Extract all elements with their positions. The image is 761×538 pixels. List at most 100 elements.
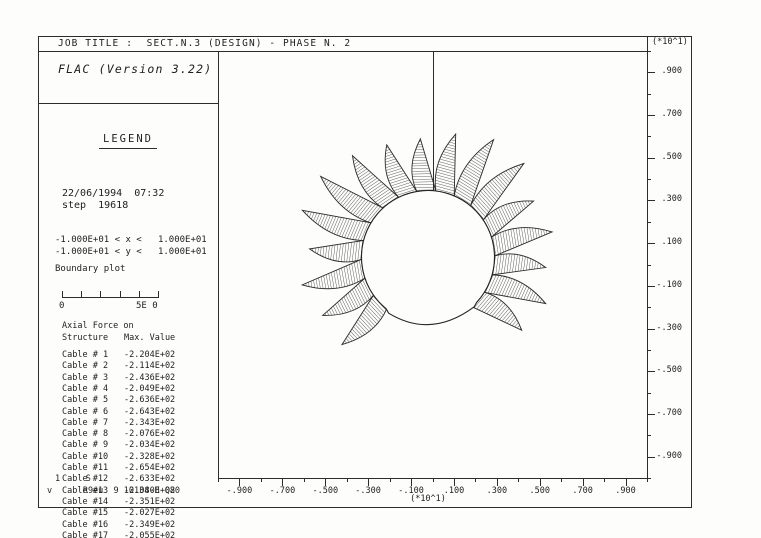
cable-row-label: Cable #14 bbox=[62, 496, 109, 507]
scale-bar-tick bbox=[119, 291, 121, 298]
y-axis-tick bbox=[647, 285, 655, 287]
app-version-title: FLAC (Version 3.22) bbox=[58, 62, 213, 76]
cable-row-value: -2.076E+02 bbox=[124, 429, 176, 440]
scale-bar-left-label: 0 bbox=[59, 301, 65, 311]
y-axis-minor-tick bbox=[647, 51, 651, 52]
x-axis-tick bbox=[454, 478, 455, 486]
x-axis-minor-tick bbox=[432, 478, 434, 482]
x-axis-tick bbox=[582, 478, 584, 486]
table-col-structure: Structure bbox=[62, 333, 109, 343]
cable-row-label: Cable # 3 bbox=[62, 372, 109, 383]
x-axis-tick-label: -.500 bbox=[312, 486, 339, 496]
cable-row-label: Cable # 9 bbox=[62, 440, 109, 451]
cable-row-label: Cable # 8 bbox=[62, 429, 109, 440]
scale-bar-tick bbox=[100, 291, 102, 298]
job-title-spacer bbox=[133, 38, 147, 49]
cable-row-value: -2.343E+02 bbox=[124, 417, 176, 428]
cable-row-value: -2.055E+02 bbox=[124, 530, 176, 538]
cable-row-value: -2.328E+02 bbox=[124, 451, 176, 462]
y-axis-minor-tick bbox=[647, 221, 651, 223]
cable-row-label: Cable #11 bbox=[62, 463, 109, 473]
y-axis-minor-tick bbox=[647, 478, 651, 479]
y-axis-tick-label: -.100 bbox=[656, 279, 682, 290]
x-axis-tick-label: -.300 bbox=[355, 486, 381, 496]
x-axis-tick bbox=[496, 478, 498, 486]
x-axis-tick-label: .500 bbox=[529, 486, 551, 496]
plot-right-edge-line bbox=[647, 36, 648, 478]
cable-row-value: -2.204E+02 bbox=[124, 350, 176, 360]
step-count: step 19618 bbox=[62, 200, 129, 211]
cable-row-label: Cable # 7 bbox=[62, 417, 109, 428]
scale-bar-tick bbox=[158, 291, 159, 298]
x-axis-tick-label: .100 bbox=[443, 486, 465, 496]
cable-row-label: Cable #16 bbox=[62, 519, 109, 530]
y-axis-tick bbox=[647, 115, 655, 117]
y-axis-tick bbox=[647, 456, 655, 458]
y-axis-tick bbox=[647, 371, 655, 373]
cable-row-value: -2.636E+02 bbox=[124, 395, 176, 406]
cable-force-petal bbox=[434, 132, 457, 197]
y-axis-tick bbox=[647, 328, 655, 330]
x-axis-tick bbox=[539, 478, 541, 486]
y-axis-tick-label: .900 bbox=[661, 66, 682, 77]
legend-title-text: LEGEND bbox=[99, 133, 157, 149]
y-axis-scale-label: (*10^1) bbox=[652, 37, 688, 47]
cable-row-value: -2.654E+02 bbox=[124, 463, 176, 473]
table-col-maxvalue: Max. Value bbox=[124, 333, 176, 343]
cable-row-label: Cable #12 bbox=[62, 474, 109, 485]
job-title-text: SECT.N.3 (DESIGN) - PHASE N. 2 bbox=[146, 38, 352, 49]
cable-row-value: -2.349E+02 bbox=[124, 519, 176, 530]
scale-bar-right-label: 5E 0 bbox=[136, 301, 158, 311]
x-axis-tick bbox=[239, 478, 241, 486]
flac-box-divider-line bbox=[38, 103, 218, 104]
y-axis-tick-label: -.500 bbox=[656, 365, 682, 376]
y-axis-minor-tick bbox=[647, 93, 651, 95]
job-title: JOB TITLE : SECT.N.3 (DESIGN) - PHASE N.… bbox=[58, 38, 352, 49]
cable-row-value: -2.034E+02 bbox=[124, 440, 176, 451]
scan-artifact-text: 1 S bbox=[55, 474, 91, 485]
x-axis-minor-tick bbox=[604, 478, 606, 482]
y-axis-tick bbox=[647, 157, 655, 159]
x-axis-minor-tick bbox=[475, 478, 477, 482]
cable-row-value: -2.049E+02 bbox=[124, 383, 176, 394]
cable-row-label: Cable # 4 bbox=[62, 383, 109, 394]
x-axis-tick-label: -.900 bbox=[226, 486, 253, 496]
y-axis-tick bbox=[647, 413, 655, 415]
cable-row-value: -2.643E+02 bbox=[124, 406, 176, 417]
y-axis-tick-label: -.700 bbox=[656, 407, 682, 418]
y-axis-tick bbox=[647, 200, 655, 202]
tunnel-boundary bbox=[360, 189, 496, 326]
scan-artifact-text: v R9eu 9 10134-B Q80 bbox=[47, 485, 181, 496]
boundary-plot-canvas bbox=[300, 51, 554, 346]
y-axis-tick-label: -.900 bbox=[656, 450, 682, 461]
cable-row-value: -2.633E+02 bbox=[124, 474, 176, 485]
cable-force-petal bbox=[490, 227, 554, 257]
cable-row-label: Cable #10 bbox=[62, 451, 109, 462]
cable-force-petal bbox=[300, 258, 366, 290]
cable-force-petal bbox=[411, 137, 437, 192]
x-axis-minor-tick bbox=[218, 478, 219, 482]
x-axis-tick bbox=[282, 478, 284, 486]
boundary-plot-label: Boundary plot bbox=[55, 264, 126, 274]
y-axis-minor-tick bbox=[647, 136, 651, 138]
x-axis-minor-tick bbox=[389, 478, 391, 482]
y-axis-tick-label: .100 bbox=[661, 237, 682, 248]
cable-row-value: -2.114E+02 bbox=[124, 361, 176, 372]
x-axis-minor-tick bbox=[561, 478, 563, 482]
x-axis-tick-label: -.100 bbox=[398, 486, 424, 496]
cable-row-label: Cable # 1 bbox=[62, 350, 109, 360]
y-axis-minor-tick bbox=[647, 392, 651, 394]
y-axis-tick-label: .300 bbox=[661, 194, 682, 205]
cable-force-petal bbox=[308, 239, 365, 263]
page-border bbox=[38, 36, 692, 508]
scale-bar-tick bbox=[138, 291, 140, 298]
y-axis-minor-tick bbox=[647, 179, 651, 181]
y-axis-tick-label: .700 bbox=[661, 109, 682, 120]
y-axis-tick bbox=[647, 243, 655, 245]
cable-row-label: Cable #17 bbox=[62, 530, 109, 538]
legend-plot-divider-line bbox=[218, 51, 219, 478]
y-axis-minor-tick bbox=[647, 349, 651, 351]
x-range-text: -1.000E+01 < x < 1.000E+01 bbox=[55, 235, 207, 245]
cable-row-label: Cable # 6 bbox=[62, 406, 109, 417]
